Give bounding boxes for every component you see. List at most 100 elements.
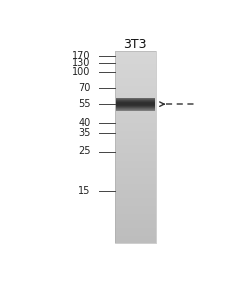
Bar xyxy=(115,178,156,180)
Bar xyxy=(115,67,156,69)
Text: 70: 70 xyxy=(78,83,91,93)
Bar xyxy=(115,124,156,126)
Bar xyxy=(115,201,156,203)
Bar xyxy=(115,186,156,188)
Bar xyxy=(115,73,156,75)
Bar xyxy=(115,218,156,220)
Bar xyxy=(116,98,155,99)
Bar xyxy=(115,188,156,190)
Bar xyxy=(115,51,156,52)
Bar xyxy=(115,174,156,176)
Bar xyxy=(116,101,155,102)
Bar xyxy=(115,100,156,102)
Bar xyxy=(115,215,156,217)
Bar xyxy=(115,62,156,64)
Text: 25: 25 xyxy=(78,146,91,157)
Bar xyxy=(115,197,156,200)
Bar xyxy=(115,204,156,206)
Bar xyxy=(116,98,155,99)
Bar xyxy=(115,70,156,72)
Bar xyxy=(115,87,156,89)
Bar xyxy=(116,99,155,100)
Bar xyxy=(115,95,156,97)
Bar xyxy=(116,104,155,105)
Bar xyxy=(116,100,155,101)
Bar xyxy=(115,191,156,193)
Bar xyxy=(116,106,155,107)
Bar xyxy=(115,126,156,128)
Bar xyxy=(115,134,156,136)
Bar xyxy=(115,233,156,235)
Bar xyxy=(115,154,156,157)
Bar xyxy=(115,221,156,224)
Bar xyxy=(115,226,156,228)
Text: 15: 15 xyxy=(78,186,91,196)
Bar xyxy=(115,97,156,99)
Bar xyxy=(116,102,155,103)
Bar xyxy=(116,101,155,102)
Bar xyxy=(115,60,156,62)
Bar xyxy=(116,104,155,105)
Bar xyxy=(115,145,156,147)
Bar xyxy=(116,110,155,111)
Bar xyxy=(115,103,156,105)
Bar xyxy=(115,159,156,161)
Bar xyxy=(115,162,156,164)
Bar xyxy=(116,109,155,110)
Bar xyxy=(115,220,156,222)
Bar xyxy=(115,58,156,61)
Bar xyxy=(115,234,156,236)
Bar xyxy=(116,107,155,108)
Bar xyxy=(116,103,155,104)
Bar xyxy=(115,206,156,208)
Bar xyxy=(115,199,156,201)
Bar xyxy=(116,101,155,102)
Bar xyxy=(115,153,156,155)
Bar xyxy=(115,111,156,113)
Bar xyxy=(115,74,156,77)
Bar xyxy=(115,223,156,225)
Bar xyxy=(115,158,156,160)
Bar xyxy=(115,86,156,88)
Bar xyxy=(115,130,156,133)
Bar xyxy=(115,79,156,81)
Bar xyxy=(115,241,156,243)
Bar xyxy=(115,182,156,184)
Bar xyxy=(116,106,155,107)
Bar xyxy=(115,169,156,171)
Bar xyxy=(116,103,155,104)
Bar xyxy=(115,212,156,214)
Bar xyxy=(116,108,155,109)
Bar xyxy=(115,161,156,163)
Bar xyxy=(116,109,155,110)
Bar xyxy=(115,138,156,140)
Bar xyxy=(115,113,156,115)
Bar xyxy=(115,239,156,241)
Bar xyxy=(115,55,156,57)
Bar xyxy=(115,193,156,195)
Bar xyxy=(115,210,156,212)
Bar xyxy=(115,185,156,187)
Text: 130: 130 xyxy=(72,58,91,68)
Bar xyxy=(115,122,156,124)
Bar xyxy=(115,127,156,129)
Bar xyxy=(116,102,155,103)
Text: 170: 170 xyxy=(72,51,91,61)
Bar xyxy=(115,225,156,227)
Text: 55: 55 xyxy=(78,99,91,109)
Bar xyxy=(115,102,156,104)
Text: 35: 35 xyxy=(78,128,91,138)
Bar xyxy=(115,142,156,144)
Bar xyxy=(115,63,156,65)
Bar xyxy=(115,190,156,192)
Bar xyxy=(115,180,156,182)
Bar xyxy=(115,183,156,185)
Bar xyxy=(115,156,156,158)
Bar xyxy=(115,98,156,101)
Bar xyxy=(115,146,156,148)
Bar xyxy=(116,104,155,105)
Bar xyxy=(116,110,155,111)
Text: 3T3: 3T3 xyxy=(123,38,147,51)
Bar xyxy=(115,177,156,179)
Bar xyxy=(115,129,156,131)
